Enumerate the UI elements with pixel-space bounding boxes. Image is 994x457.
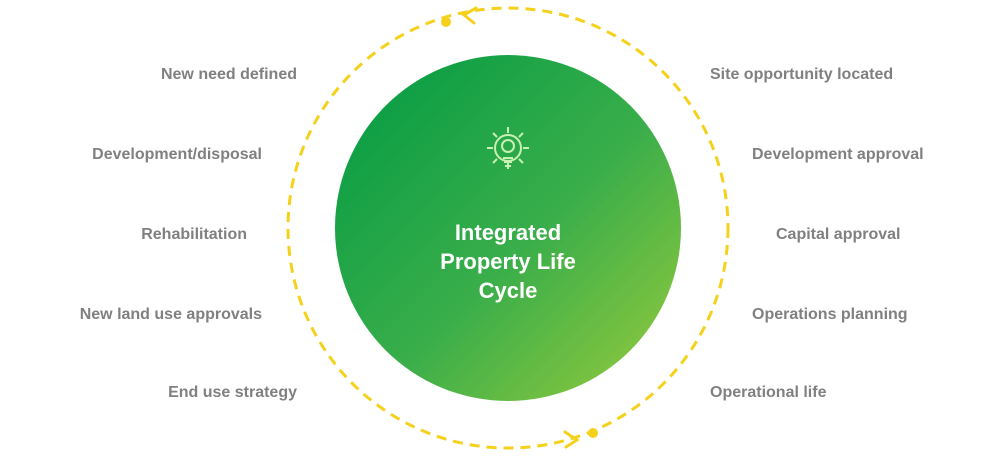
stage-label: Operations planning	[752, 306, 908, 324]
cycle-dot	[588, 428, 598, 438]
stage-label: New need defined	[161, 66, 297, 84]
stage-label: Development/disposal	[92, 146, 262, 164]
cycle-dot	[441, 17, 451, 27]
stage-label: Rehabilitation	[141, 226, 247, 244]
stage-label: New land use approvals	[80, 306, 262, 324]
center-title: Integrated Property Life Cycle	[408, 218, 608, 305]
stage-label: End use strategy	[168, 384, 297, 402]
stage-label: Development approval	[752, 146, 924, 164]
stage-label: Capital approval	[776, 226, 900, 244]
stage-label: Site opportunity located	[710, 66, 893, 84]
stage-label: Operational life	[710, 384, 826, 402]
life-cycle-diagram: Integrated Property Life Cycle New need …	[0, 0, 994, 457]
